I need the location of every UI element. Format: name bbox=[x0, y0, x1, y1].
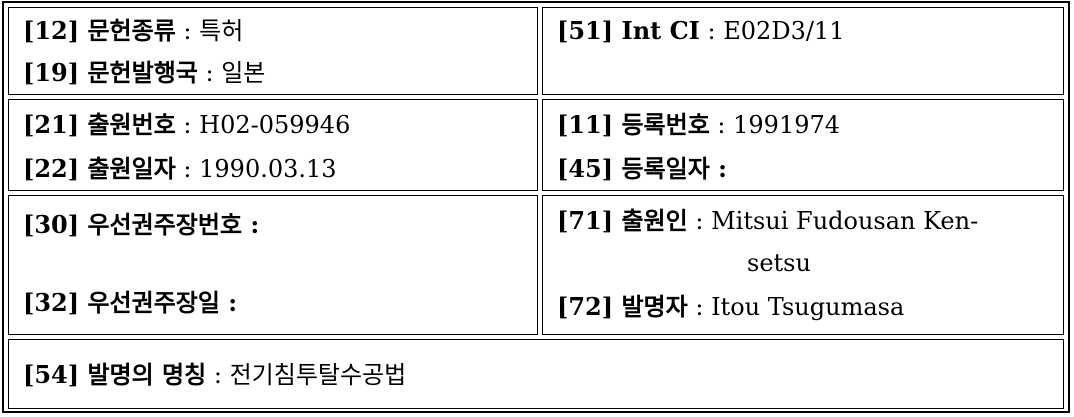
value-issuing-country: 일본 bbox=[221, 59, 266, 87]
field-priority-number: [30] 우선권주장번호 : bbox=[23, 210, 260, 239]
value-registration-number: 1991974 bbox=[733, 111, 841, 139]
field-inventor: [72] 발명자 : Itou Tsugumasa bbox=[557, 292, 905, 321]
cell-doc-type-country: [12] 문헌종류 : 특허 [19] 문헌발행국 : 일본 bbox=[8, 7, 538, 95]
cell-priority: [30] 우선권주장번호 : [32] 우선권주장일 : bbox=[8, 195, 538, 335]
field-priority-date: [32] 우선권주장일 : bbox=[23, 288, 238, 317]
cell-registration: [11] 등록번호 : 1991974 [45] 등록일자 : bbox=[542, 99, 1064, 191]
field-doc-type: [12] 문헌종류 : 특허 bbox=[23, 16, 244, 45]
label-application-number: [21] 출원번호 bbox=[23, 110, 176, 139]
label-inventor: [72] 발명자 bbox=[557, 292, 688, 321]
field-application-number: [21] 출원번호 : H02-059946 bbox=[23, 110, 351, 139]
label-priority-number: [30] 우선권주장번호 bbox=[23, 210, 243, 239]
label-registration-number: [11] 등록번호 bbox=[557, 110, 710, 139]
value-applicant-continued: setsu bbox=[747, 249, 811, 277]
label-applicant: [71] 출원인 bbox=[557, 206, 688, 235]
label-priority-date: [32] 우선권주장일 bbox=[23, 288, 220, 317]
field-issuing-country: [19] 문헌발행국 : 일본 bbox=[23, 58, 266, 87]
value-int-cl: E02D3/11 bbox=[723, 17, 845, 45]
value-invention-title: 전기침투탈수공법 bbox=[229, 361, 407, 389]
value-application-number: H02-059946 bbox=[199, 111, 351, 139]
label-application-date: [22] 출원일자 bbox=[23, 154, 176, 183]
field-application-date: [22] 출원일자 : 1990.03.13 bbox=[23, 154, 337, 183]
field-applicant: [71] 출원인 : Mitsui Fudousan Ken- bbox=[557, 206, 979, 235]
value-application-date: 1990.03.13 bbox=[199, 155, 337, 183]
label-int-cl: [51] Int CI bbox=[557, 16, 700, 45]
cell-applicant-inventor: [71] 출원인 : Mitsui Fudousan Ken- setsu [7… bbox=[542, 195, 1064, 335]
value-inventor: Itou Tsugumasa bbox=[711, 293, 905, 321]
value-applicant: Mitsui Fudousan Ken- bbox=[711, 207, 979, 235]
field-int-cl: [51] Int CI : E02D3/11 bbox=[557, 16, 845, 45]
field-invention-title: [54] 발명의 명칭 : 전기침투탈수공법 bbox=[23, 360, 407, 389]
value-doc-type: 특허 bbox=[199, 17, 244, 45]
cell-ipc: [51] Int CI : E02D3/11 bbox=[542, 7, 1064, 95]
cell-application: [21] 출원번호 : H02-059946 [22] 출원일자 : 1990.… bbox=[8, 99, 538, 191]
field-registration-date: [45] 등록일자 : bbox=[557, 154, 728, 183]
label-registration-date: [45] 등록일자 bbox=[557, 154, 710, 183]
cell-invention-title: [54] 발명의 명칭 : 전기침투탈수공법 bbox=[8, 339, 1064, 409]
label-invention-title: [54] 발명의 명칭 bbox=[23, 360, 207, 389]
label-issuing-country: [19] 문헌발행국 bbox=[23, 58, 198, 87]
label-doc-type: [12] 문헌종류 bbox=[23, 16, 176, 45]
field-registration-number: [11] 등록번호 : 1991974 bbox=[557, 110, 841, 139]
